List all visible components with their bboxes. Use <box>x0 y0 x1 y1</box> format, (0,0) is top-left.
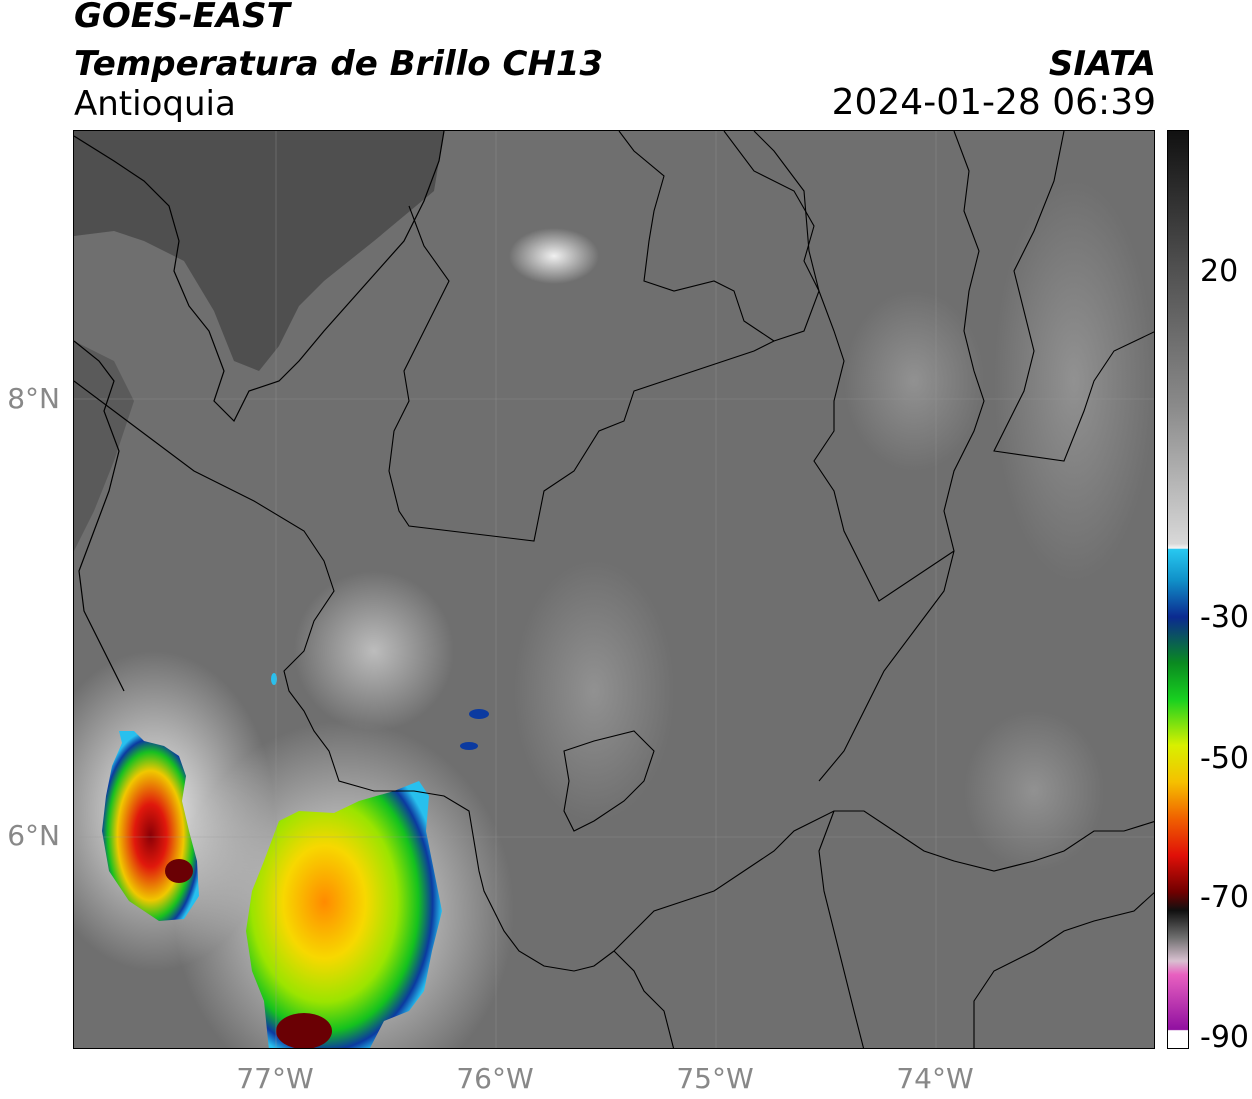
product-title: Temperatura de Brillo CH13 <box>74 44 604 84</box>
coastline-uraba <box>74 131 445 423</box>
storm-core-west <box>165 859 193 883</box>
satellite-title: GOES-EAST <box>74 0 290 36</box>
borders <box>74 131 1154 1048</box>
storm-cell-south <box>246 781 442 1048</box>
small-cell-3 <box>271 673 277 685</box>
colorbar <box>1167 130 1189 1049</box>
lat-label-6n: 6°N <box>7 819 60 852</box>
warm-southeast <box>964 711 1104 871</box>
warm-east <box>844 291 984 471</box>
colorbar-tick-minus90: -90 <box>1200 1020 1249 1055</box>
coastline-pacific <box>74 340 125 692</box>
datetime-label: 2024-01-28 06:39 <box>831 82 1156 123</box>
colorbar-tick-minus30: -30 <box>1200 600 1249 635</box>
graticule <box>74 131 1154 1048</box>
caribbean-sea <box>74 131 444 371</box>
agency-label: SIATA <box>1048 44 1156 84</box>
lon-label-75w: 75°W <box>676 1062 754 1095</box>
lon-label-76w: 76°W <box>456 1062 534 1095</box>
storm-core-south <box>276 1013 332 1048</box>
lon-label-77w: 77°W <box>236 1062 314 1095</box>
colorbar-tick-minus50: -50 <box>1200 741 1249 776</box>
colorbar-tick-minus70: -70 <box>1200 880 1249 915</box>
satellite-map <box>73 130 1155 1049</box>
warm-far-east <box>994 181 1154 581</box>
colorbar-tick-20: 20 <box>1200 254 1239 289</box>
cloud-north <box>509 228 599 284</box>
region-label: Antioquia <box>74 84 236 124</box>
small-cell-2 <box>460 742 478 750</box>
cloud-halo-mid <box>294 571 454 731</box>
warm-valley <box>514 561 674 821</box>
map-canvas <box>74 131 1154 1048</box>
colorbar-gradient <box>1168 131 1188 1048</box>
small-cell-1 <box>469 709 489 719</box>
lat-label-8n: 8°N <box>7 382 60 415</box>
pacific-coast <box>74 341 134 551</box>
lon-label-74w: 74°W <box>896 1062 974 1095</box>
